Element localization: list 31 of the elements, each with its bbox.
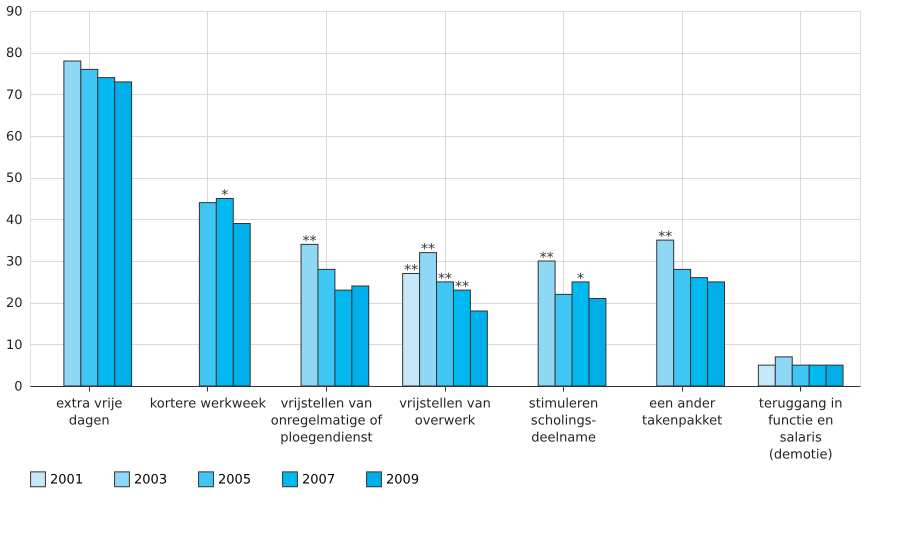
- data-label: **: [658, 229, 672, 246]
- y-tick-label: 40: [6, 212, 22, 228]
- x-tick-label: een ander takenpakket: [642, 396, 722, 428]
- x-tick-label: vrijstellen van overwerk: [399, 396, 491, 428]
- data-label: **: [438, 270, 452, 287]
- y-tick-label: 90: [6, 4, 22, 20]
- data-label: **: [540, 250, 554, 266]
- legend-label: 2005: [218, 472, 252, 488]
- data-label: **: [404, 262, 418, 278]
- y-tick-label: 0: [14, 380, 22, 394]
- y-tick-label: 50: [6, 171, 22, 186]
- y-tick-label: 70: [6, 88, 22, 103]
- legend-label: 2003: [134, 472, 168, 488]
- legend-label: 2007: [302, 472, 336, 488]
- x-tick-label: vrijstellen van onregelmatige of ploegendienst: [270, 396, 383, 446]
- x-tick-label: teruggang in functie en salaris (demotie): [758, 396, 843, 462]
- x-tick-label: kortere werkweek: [150, 396, 266, 412]
- y-tick-label: 30: [6, 254, 22, 270]
- x-tick-label: extra vrije dagen: [56, 396, 122, 428]
- data-label: **: [454, 279, 469, 296]
- y-tick-label: 20: [6, 296, 22, 312]
- y-tick-label: 10: [6, 338, 22, 353]
- data-label: *: [577, 270, 584, 287]
- data-label: *: [221, 188, 228, 204]
- legend-label: 2001: [50, 472, 84, 488]
- x-tick-label: stimuleren scholings-deelname: [528, 396, 598, 446]
- legend-label: 2009: [386, 472, 420, 488]
- data-label: **: [302, 233, 316, 250]
- data-label: **: [421, 242, 436, 258]
- y-tick-label: 60: [6, 130, 22, 144]
- y-tick-label: 80: [6, 46, 22, 62]
